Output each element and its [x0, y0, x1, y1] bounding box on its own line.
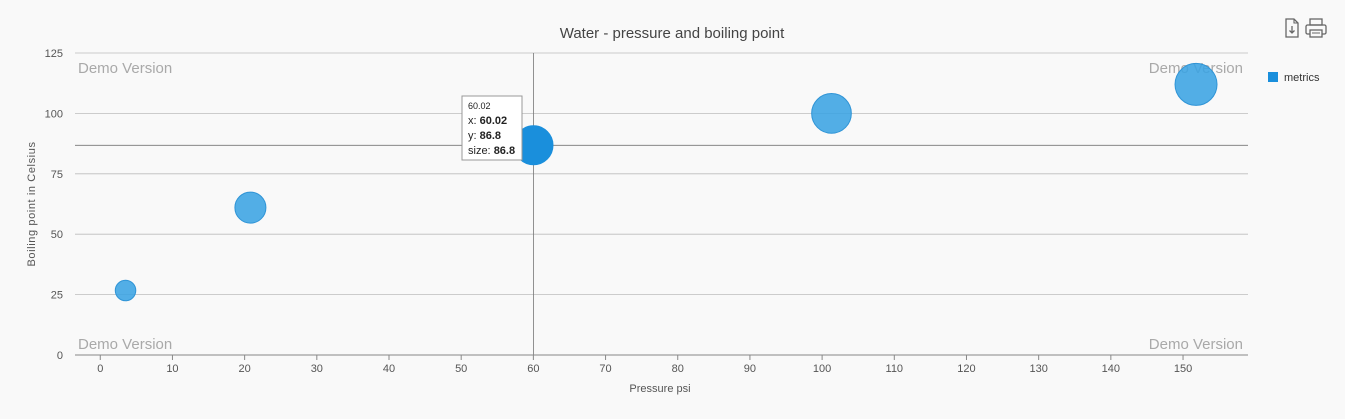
x-tick-label: 70 — [599, 363, 611, 375]
x-tick-label: 100 — [813, 363, 831, 375]
bubble-point — [811, 93, 852, 134]
x-tick-label: 20 — [239, 363, 251, 375]
x-tick-label: 60 — [527, 363, 539, 375]
legend-marker — [1268, 72, 1278, 82]
watermark-text: Demo Version — [1149, 336, 1243, 353]
y-axis-title: Boiling point in Celsius — [26, 141, 38, 266]
tooltip-size-value: 86.8 — [494, 145, 515, 157]
y-tick-label: 25 — [51, 290, 63, 302]
x-tick-label: 110 — [886, 363, 904, 375]
bubble-point — [114, 279, 137, 302]
tooltip-title: 60.02 — [468, 101, 491, 111]
x-tick-label: 50 — [455, 363, 467, 375]
tooltip-y-label: y: — [468, 130, 480, 142]
x-tick-label: 40 — [383, 363, 395, 375]
legend-label[interactable]: metrics — [1284, 72, 1320, 84]
x-tick-label: 130 — [1029, 363, 1047, 375]
grid-lines — [75, 52, 1248, 296]
tooltip-y-value: 86.8 — [480, 130, 501, 142]
x-tick-label: 0 — [97, 363, 103, 375]
tooltip-x-row: x: 60.02 — [468, 115, 507, 127]
x-tick-label: 120 — [957, 363, 975, 375]
x-axis-title: Pressure psi — [629, 383, 690, 395]
x-tick-label: 90 — [744, 363, 756, 375]
y-tick-label: 50 — [51, 229, 63, 241]
export-button[interactable] — [1280, 16, 1302, 40]
x-tick-label: 80 — [672, 363, 684, 375]
y-tick-label: 0 — [57, 350, 63, 362]
watermark-text: Demo Version — [78, 60, 172, 77]
tooltip-x-label: x: — [468, 115, 480, 127]
y-tick-label: 100 — [45, 108, 63, 120]
x-tick-label: 10 — [166, 363, 178, 375]
tooltip-x-value: 60.02 — [480, 115, 508, 127]
x-tick-label: 140 — [1102, 363, 1120, 375]
print-button[interactable] — [1303, 16, 1329, 40]
chart-title: Water - pressure and boiling point — [560, 25, 785, 42]
tooltip-size-label: size: — [468, 145, 494, 157]
tooltip-size-row: size: 86.8 — [468, 145, 515, 157]
export-document-icon — [1285, 18, 1299, 38]
bubble-point — [1174, 62, 1218, 106]
x-tick-label: 30 — [311, 363, 323, 375]
tooltip: 60.02 x: 60.02 y: 86.8 size: 86.8 — [461, 95, 523, 161]
y-tick-label: 75 — [51, 169, 63, 181]
y-tick-label: 125 — [45, 48, 63, 60]
tooltip-box — [461, 95, 523, 161]
printer-icon — [1305, 18, 1327, 38]
watermark-text: Demo Version — [78, 336, 172, 353]
axes: 0 25 50 75 100 125 0 10 20 30 40 50 60 70 80 90 100 110 12… — [45, 48, 1248, 375]
bubbles — [114, 62, 1218, 302]
x-tick-label: 150 — [1174, 363, 1192, 375]
tooltip-y-row: y: 86.8 — [468, 130, 501, 142]
crosshair — [75, 53, 1248, 355]
bubble-point — [234, 191, 267, 224]
legend[interactable]: metrics — [1268, 72, 1320, 84]
